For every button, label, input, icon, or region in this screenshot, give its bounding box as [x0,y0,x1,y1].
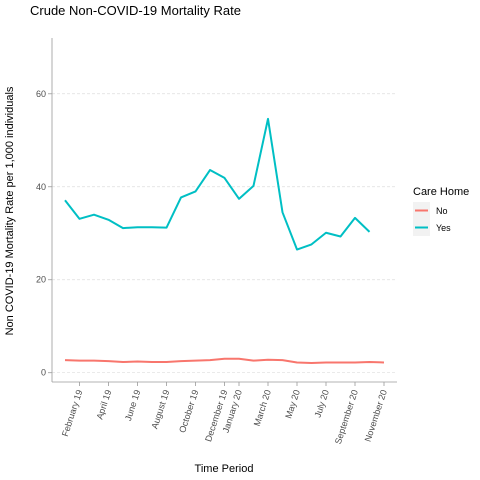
x-tick-label: June 19 [123,389,142,423]
axes: 0 20 40 60 February 19 April 19 June 19 August … [36,38,397,445]
x-tick-label: April 19 [94,389,113,421]
gridlines [52,94,397,373]
series-line-no [65,359,384,363]
chart-title: Crude Non-COVID-19 Mortality Rate [30,3,241,18]
y-tick-label: 0 [41,368,46,378]
y-tick-label: 40 [36,182,46,192]
legend-title: Care Home [413,186,469,198]
legend: Care Home No Yes [413,186,469,236]
x-tick-label: August 19 [149,389,171,431]
x-tick-label: February 19 [60,389,85,438]
legend-label-no: No [436,206,448,216]
x-tick-label: May 20 [283,389,302,420]
x-tick-label: March 20 [252,389,273,428]
y-axis-title: Non COVID-19 Mortality Rate per 1,000 in… [4,86,16,335]
series-lines [65,119,384,363]
x-tick-label: November 20 [363,389,389,443]
x-tick-label: July 20 [313,389,331,419]
x-axis-title: Time Period [195,463,254,475]
legend-label-yes: Yes [436,223,451,233]
x-tick-label: September 20 [333,389,360,446]
y-tick-label: 60 [36,89,46,99]
x-tick-label: October 19 [177,389,200,434]
y-tick-label: 20 [36,275,46,285]
series-line-yes [65,119,370,250]
